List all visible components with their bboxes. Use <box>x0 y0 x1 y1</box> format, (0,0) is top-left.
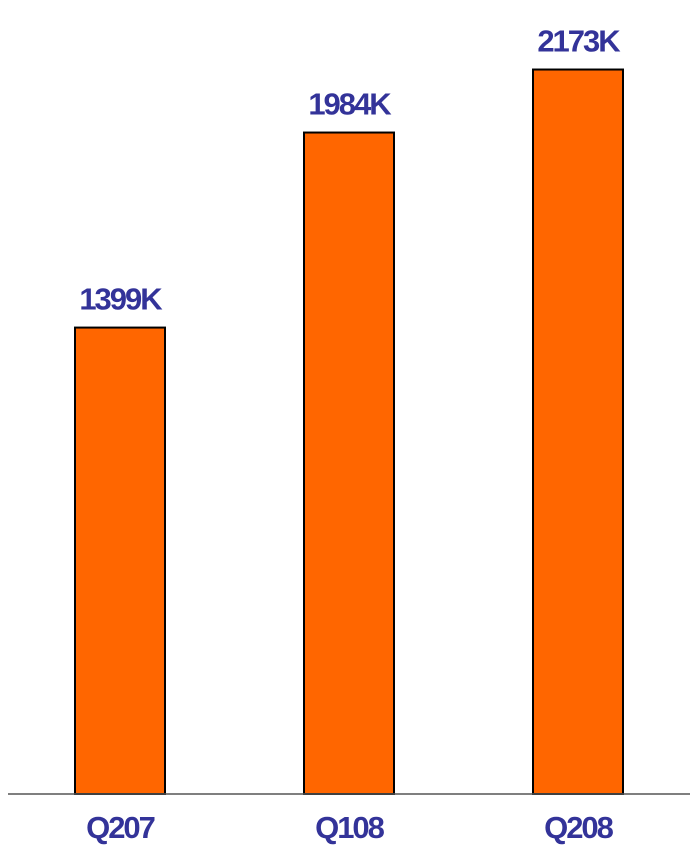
bar-q208 <box>532 68 624 796</box>
bar-q207 <box>74 326 166 795</box>
labels-layer: 1399K Q207 1984K Q108 2173K Q208 <box>79 24 623 845</box>
bars-layer <box>74 68 624 796</box>
data-label-q208: 2173K <box>537 24 621 59</box>
x-tick-label-q207: Q207 <box>86 810 155 845</box>
x-tick-label-q208: Q208 <box>544 810 614 845</box>
x-tick-label-q108: Q108 <box>315 810 385 845</box>
data-label-q207: 1399K <box>79 282 163 317</box>
data-label-q108: 1984K <box>308 87 392 122</box>
bar-q108 <box>303 131 395 795</box>
